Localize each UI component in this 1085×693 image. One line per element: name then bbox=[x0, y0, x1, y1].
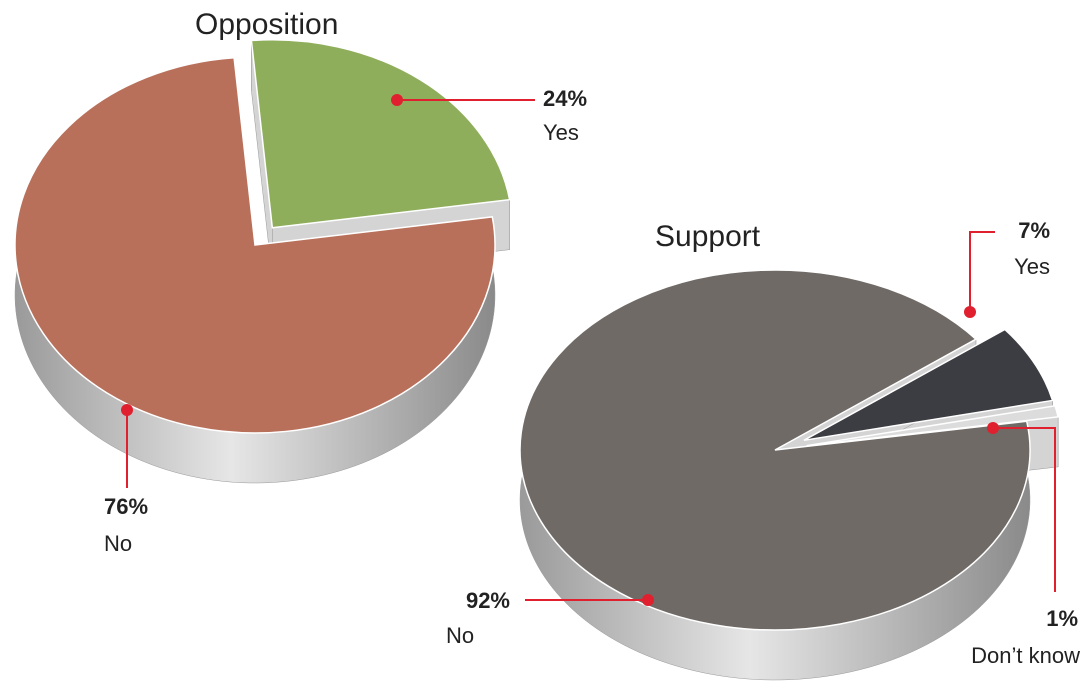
pie-slice bbox=[803, 328, 1054, 442]
value-label: 92% bbox=[466, 588, 510, 613]
pie-slice bbox=[14, 56, 496, 434]
pie-slice bbox=[519, 269, 1031, 631]
value-label: 7% bbox=[1018, 218, 1050, 243]
category-label: Yes bbox=[1014, 254, 1050, 279]
category-label: Don’t know bbox=[971, 643, 1080, 668]
chart-title: Opposition bbox=[195, 8, 338, 41]
callout-line bbox=[993, 427, 1056, 592]
category-label: Yes bbox=[543, 120, 579, 145]
callout-dot bbox=[964, 306, 976, 318]
pie-slice bbox=[806, 404, 1060, 447]
value-label: 1% bbox=[1046, 606, 1078, 631]
value-label: 24% bbox=[543, 86, 587, 111]
category-label: No bbox=[104, 531, 132, 556]
value-label: 76% bbox=[104, 494, 148, 519]
category-label: No bbox=[446, 623, 474, 648]
callout-dot bbox=[987, 422, 999, 434]
callout-dot bbox=[391, 94, 403, 106]
callout-dot bbox=[121, 404, 133, 416]
pie-slice bbox=[250, 39, 511, 229]
callout-dot bbox=[642, 594, 654, 606]
callout-line bbox=[969, 231, 995, 312]
chart-title: Support bbox=[655, 220, 761, 253]
